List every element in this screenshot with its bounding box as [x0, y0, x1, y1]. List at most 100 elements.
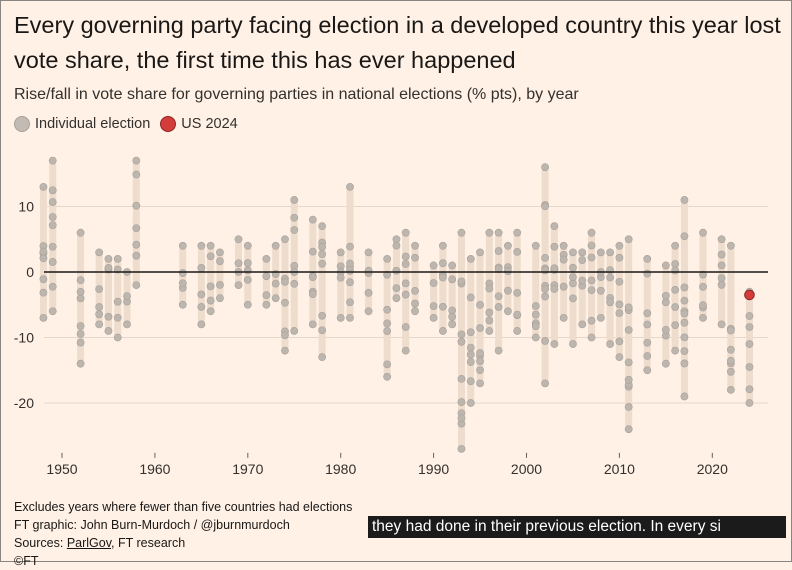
x-tick-label: 2000	[511, 461, 542, 477]
election-dot	[569, 248, 577, 257]
election-dot	[318, 250, 327, 258]
range-bar	[49, 160, 57, 312]
election-dot	[308, 320, 317, 329]
election-dot	[429, 261, 438, 270]
range-bar	[365, 252, 373, 312]
election-dot	[624, 425, 633, 434]
election-dot	[615, 253, 624, 262]
election-dot	[745, 385, 754, 394]
range-bar	[346, 186, 354, 318]
election-dot	[113, 297, 122, 306]
election-dot	[717, 235, 726, 244]
chart-subtitle: Rise/fall in vote share for governing pa…	[14, 86, 579, 103]
election-dot	[383, 255, 392, 263]
election-dot	[318, 311, 327, 320]
range-bar	[513, 232, 521, 331]
election-dot	[206, 307, 215, 316]
legend-item-us: US 2024	[160, 116, 238, 132]
election-dot	[466, 255, 475, 263]
x-tick-label: 2010	[604, 461, 635, 477]
election-dot	[48, 186, 57, 195]
election-dot	[476, 357, 484, 366]
election-dot	[541, 379, 549, 388]
video-caption: they had done in their previous election…	[368, 516, 786, 538]
y-tick-label: -20	[14, 395, 34, 411]
election-dot	[504, 286, 512, 295]
election-dot	[438, 241, 447, 250]
election-dot	[466, 328, 475, 337]
election-dot	[178, 241, 187, 250]
x-tick-label: 1970	[232, 461, 263, 477]
election-dot	[48, 307, 57, 316]
scatter-chart: 10 0 -10 -20 1950 1960 1970 1980 1990 2000 2010 202…	[14, 156, 768, 477]
election-dot	[104, 312, 113, 321]
election-dot	[494, 303, 503, 311]
election-dot	[429, 313, 438, 322]
election-dot	[271, 279, 280, 288]
election-dot	[113, 313, 122, 322]
election-dot	[531, 322, 540, 331]
election-dot	[206, 241, 215, 250]
election-dot	[364, 288, 373, 297]
grey-dot-icon	[14, 116, 30, 132]
election-dot	[132, 240, 141, 249]
election-dot	[383, 305, 392, 314]
election-dot	[271, 241, 280, 250]
election-dot	[132, 251, 141, 260]
election-dot	[624, 403, 633, 411]
election-dot	[550, 242, 559, 251]
election-dot	[438, 327, 447, 335]
legend-label-us: US 2024	[181, 116, 238, 132]
election-dot	[336, 248, 345, 257]
parlgov-link[interactable]: ParlGov	[66, 536, 112, 550]
election-dot	[624, 375, 633, 384]
election-dot	[336, 273, 345, 282]
election-dot	[699, 313, 707, 322]
range-bar	[207, 245, 215, 312]
election-dot	[318, 222, 327, 231]
range-bar	[383, 258, 391, 377]
x-tick-label: 1990	[418, 461, 449, 477]
x-tick-label: 2020	[697, 461, 728, 477]
election-dot	[680, 283, 689, 292]
election-dot	[401, 228, 410, 237]
election-dot	[717, 250, 726, 259]
election-dot	[494, 228, 503, 237]
election-dot	[671, 260, 680, 268]
election-dot	[346, 298, 354, 307]
election-dot	[726, 356, 735, 365]
election-dot	[401, 252, 410, 261]
election-dot	[197, 264, 206, 272]
election-dot	[680, 196, 689, 204]
election-dot	[531, 310, 540, 319]
election-dot	[318, 326, 327, 335]
election-dot	[262, 255, 271, 263]
election-dot	[476, 349, 484, 357]
range-bar	[597, 252, 605, 318]
election-dot	[39, 254, 48, 263]
election-dot	[466, 377, 475, 386]
range-bar	[625, 239, 633, 430]
election-dot	[123, 292, 131, 300]
election-dot	[411, 253, 419, 262]
election-dot	[429, 279, 438, 287]
election-dot	[429, 302, 438, 311]
election-dot	[392, 284, 401, 292]
election-dot	[95, 310, 104, 319]
election-dot	[243, 259, 252, 267]
election-dot	[745, 323, 754, 331]
election-dot	[587, 316, 596, 325]
election-dot	[559, 282, 568, 291]
election-dot	[364, 248, 373, 257]
election-dot	[550, 285, 559, 293]
election-dot	[262, 291, 271, 300]
election-dot	[550, 264, 559, 273]
election-dot	[76, 276, 85, 285]
election-dot	[615, 300, 624, 309]
election-dot	[113, 255, 122, 263]
election-dot	[587, 228, 596, 237]
election-dot	[643, 309, 652, 318]
election-dot	[76, 228, 85, 237]
election-dot	[513, 327, 522, 335]
election-dot	[243, 300, 252, 309]
